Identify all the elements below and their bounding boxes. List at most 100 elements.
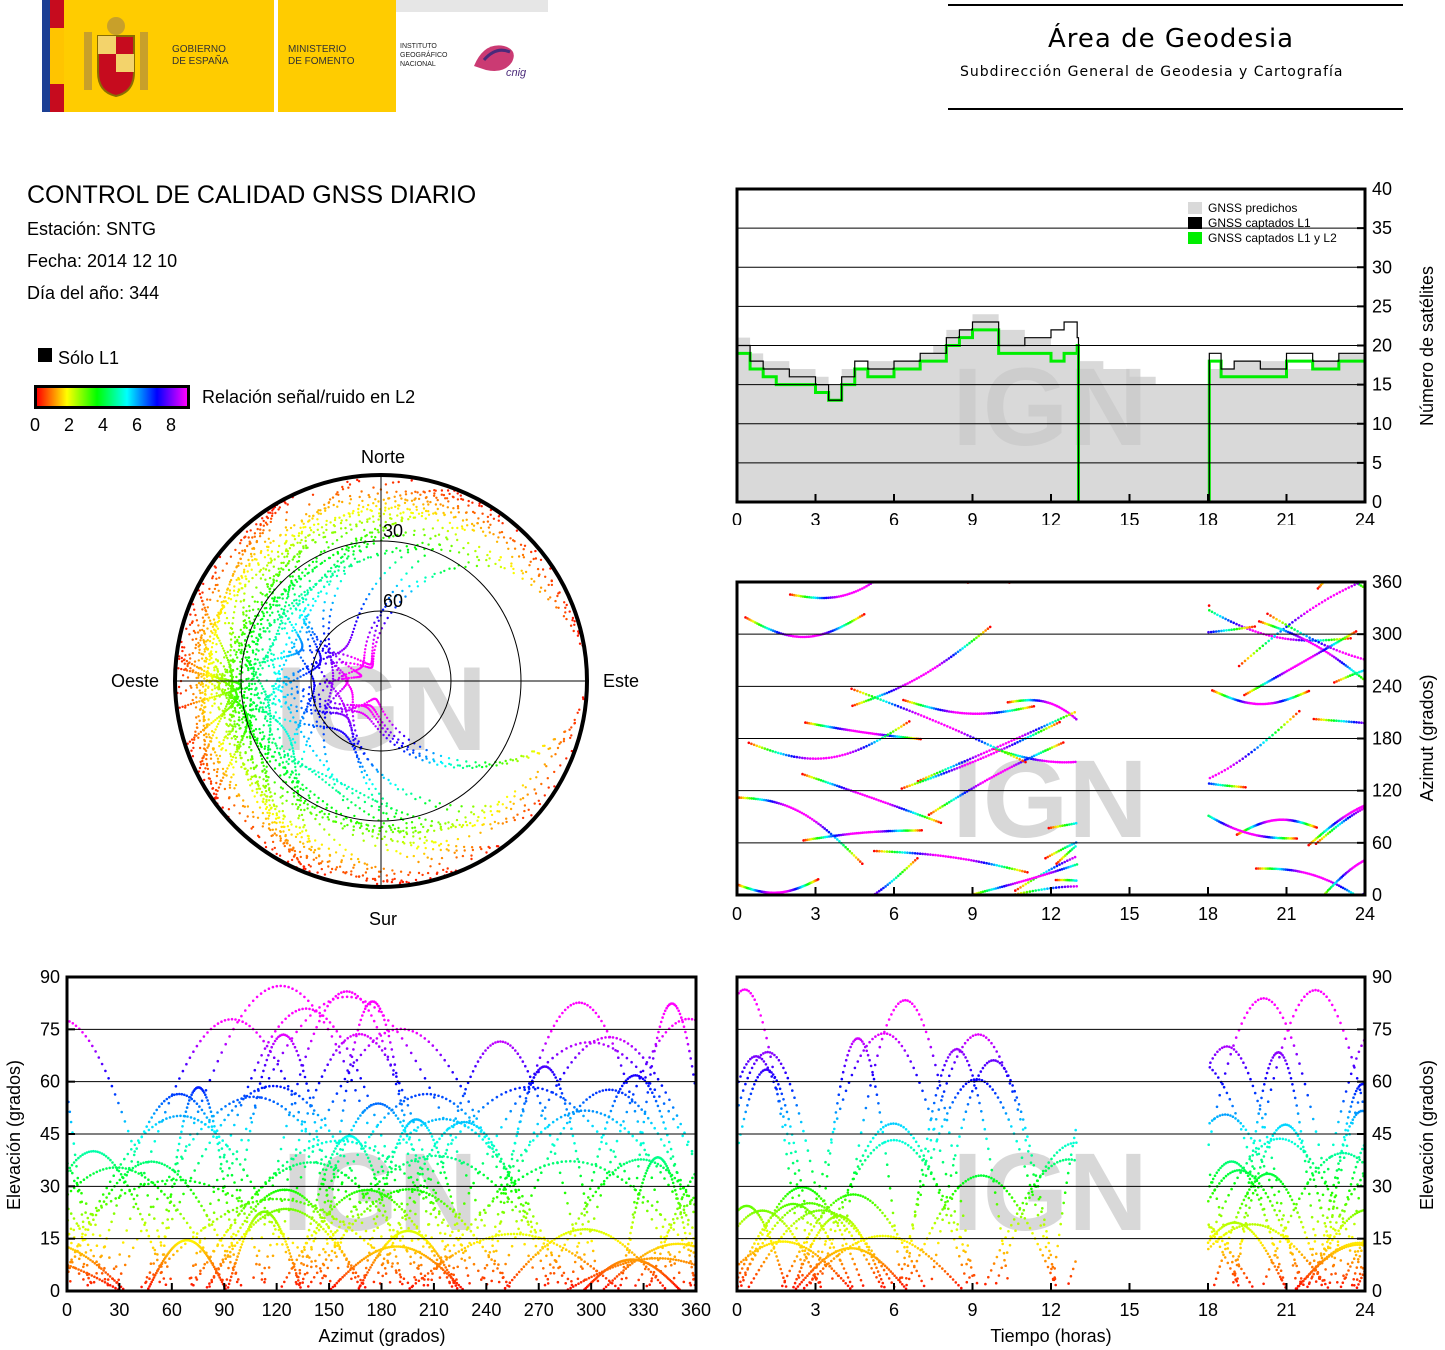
track-point: [200, 704, 203, 707]
track-point: [284, 589, 288, 592]
track-point: [304, 536, 307, 539]
track-point: [423, 835, 427, 839]
track-point: [245, 609, 248, 613]
track-point: [296, 798, 299, 802]
track-point: [264, 786, 267, 789]
track-point: [341, 485, 344, 489]
track-point: [850, 852, 854, 855]
ign-watermark: IGN: [952, 346, 1148, 469]
track-point: [375, 504, 378, 508]
track-point: [1034, 889, 1037, 892]
track-point: [765, 799, 768, 802]
track-point: [195, 716, 198, 719]
track-point: [328, 498, 332, 501]
track-point: [565, 603, 568, 607]
track-point: [302, 526, 305, 529]
track-point: [378, 826, 381, 830]
track-point: [270, 514, 274, 518]
track-point: [273, 671, 276, 674]
track-point: [327, 506, 330, 509]
track-point: [282, 695, 285, 699]
track-point: [271, 509, 274, 512]
ring-label-30: 30: [383, 521, 403, 541]
track-point: [232, 710, 235, 713]
track-point: [386, 817, 390, 821]
x-tick-label: 0: [732, 510, 742, 525]
track-point: [298, 803, 302, 807]
track-point: [253, 693, 256, 697]
track-point: [246, 650, 249, 654]
track-point: [827, 725, 830, 728]
track-point: [341, 688, 344, 691]
track-point: [1218, 614, 1222, 618]
track-point: [890, 734, 894, 738]
track-point: [309, 649, 312, 652]
track-point: [327, 546, 330, 549]
track-point: [1069, 760, 1073, 764]
track-point: [227, 700, 231, 703]
track-point: [415, 505, 418, 509]
track-point: [1257, 620, 1261, 623]
track-point: [372, 816, 375, 819]
track-point: [216, 676, 219, 680]
track-point: [1219, 783, 1222, 787]
track-point: [789, 634, 793, 638]
track-point: [270, 755, 274, 758]
track-point: [202, 724, 205, 727]
track-point: [387, 734, 391, 737]
track-point: [264, 802, 267, 806]
track-point: [895, 850, 899, 854]
track-point: [274, 638, 278, 641]
track-point: [857, 616, 860, 620]
sky-label-south: Sur: [369, 909, 397, 929]
track-point: [399, 600, 402, 604]
track-point: [293, 755, 296, 759]
track-point: [273, 804, 276, 808]
track-point: [461, 527, 464, 530]
track-point: [941, 769, 944, 772]
track-point: [286, 790, 289, 794]
track-point: [303, 622, 306, 625]
track-point: [360, 822, 363, 825]
track-point: [401, 517, 404, 520]
track-point: [225, 656, 229, 660]
track-point: [269, 791, 272, 794]
track-point: [259, 523, 262, 526]
track-point: [497, 515, 501, 518]
track-point: [346, 682, 349, 685]
track-point: [218, 741, 221, 744]
track-point: [307, 863, 311, 867]
azimuth-track: [872, 849, 1029, 874]
track-point: [226, 601, 229, 605]
track-point: [210, 653, 214, 656]
track-point: [316, 800, 319, 804]
azimuth-track: [1257, 620, 1367, 682]
track-point: [243, 619, 247, 622]
track-point: [200, 657, 204, 660]
track-point: [271, 611, 274, 614]
track-point: [356, 663, 359, 666]
track-point: [362, 704, 365, 708]
track-point: [299, 577, 303, 580]
track-point: [421, 541, 424, 545]
track-point: [341, 731, 345, 734]
track-point: [336, 491, 339, 494]
track-point: [571, 619, 574, 622]
track-point: [242, 613, 245, 616]
track-point: [331, 496, 335, 499]
track-point: [265, 800, 268, 803]
track-point: [257, 708, 261, 711]
track-point: [228, 592, 232, 595]
track-point: [215, 634, 219, 637]
track-point: [261, 610, 264, 613]
track-point: [1256, 631, 1260, 634]
track-point: [277, 698, 281, 702]
track-point: [279, 830, 282, 834]
track-point: [198, 651, 201, 654]
track-point: [225, 722, 228, 726]
track-point: [271, 848, 274, 851]
track-point: [206, 725, 209, 728]
track-point: [338, 865, 342, 868]
track-point: [229, 780, 232, 784]
track-point: [402, 511, 405, 514]
